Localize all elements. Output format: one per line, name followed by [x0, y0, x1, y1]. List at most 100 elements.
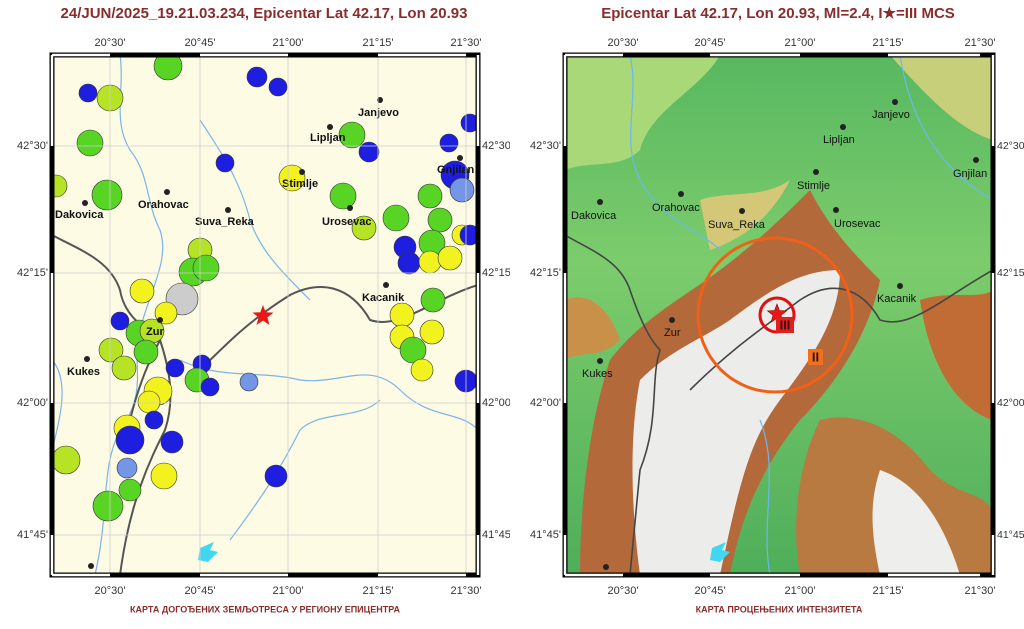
lon-label: 21°15' [363, 37, 394, 49]
river [629, 55, 993, 575]
terrain [565, 55, 720, 170]
earthquake [215, 153, 235, 173]
earthquake [278, 164, 306, 192]
earthquake [165, 358, 185, 378]
earthquake [200, 377, 220, 397]
map-title: Epicentar Lat 42.17, Lon 20.93, Ml=2.4, … [601, 5, 955, 22]
lon-label: 20°45' [695, 585, 726, 597]
city-dot [327, 124, 333, 130]
lake [710, 542, 730, 562]
city-dot [597, 358, 603, 364]
river [199, 119, 311, 301]
earthquake [418, 250, 442, 274]
city-dot [347, 205, 353, 211]
city-label: Kukes [582, 368, 613, 380]
city-label: Suva_Reka [195, 216, 255, 228]
earthquake [153, 55, 183, 81]
intensity-map [562, 52, 996, 578]
lat-label: 42°30' [17, 140, 48, 152]
lon-label: 21°00' [273, 37, 304, 49]
intensity-badge [808, 349, 823, 365]
city-label: Gnjilan [437, 164, 475, 176]
lat-label: 42°15' [482, 267, 513, 279]
lat-label: 42°30' [482, 140, 513, 152]
city-dot [897, 283, 903, 289]
city-label: Gnjilan [953, 168, 987, 180]
city-dot [383, 282, 389, 288]
earthquake [419, 319, 445, 345]
terrain [700, 180, 790, 250]
earthquake [92, 490, 124, 522]
earthquake [110, 311, 130, 331]
earthquake [116, 457, 138, 479]
city-label: Dakovica [571, 210, 617, 222]
city-label: Dakovica [55, 209, 104, 221]
lon-label: 20°30' [95, 37, 126, 49]
earthquake [91, 179, 123, 211]
earthquake [52, 174, 68, 198]
road [565, 234, 993, 575]
lon-label: 21°30' [451, 585, 482, 597]
terrain [565, 297, 620, 360]
city-dot [603, 564, 609, 570]
terrain [890, 55, 993, 140]
city-label: Suva_Reka [708, 219, 766, 231]
lon-label: 20°30' [608, 585, 639, 597]
city-label: Urosevac [322, 216, 372, 228]
earthquake [329, 182, 357, 210]
city-dot [225, 207, 231, 213]
city-dot [739, 208, 745, 214]
intensity-label: II [812, 349, 819, 364]
earthquake [160, 430, 184, 454]
earthquake [460, 113, 478, 133]
earthquake [150, 462, 178, 490]
lat-label: 42°00' [17, 397, 48, 409]
lon-label: 21°00' [273, 585, 304, 597]
earthquake [417, 183, 443, 209]
city-dot [157, 317, 163, 323]
lat-label: 42°00' [530, 397, 561, 409]
earthquake [389, 302, 415, 328]
earthquake [351, 215, 377, 241]
map-content: Janjevo Lipljan Gnjilan Stimlje Orahovac Dako… [52, 55, 478, 575]
intensity-isoline [696, 236, 854, 394]
map-caption: КАРТА ПРОЦЕЊЕНИХ ИНТЕНЗИТЕТА [696, 604, 863, 614]
lon-label: 20°45' [695, 37, 726, 49]
city-dot [82, 200, 88, 206]
lat-label: 41°45' [997, 529, 1024, 541]
earthquake [111, 355, 137, 381]
earthquake [410, 358, 434, 382]
city-label: Stimlje [797, 180, 830, 192]
earthquake [427, 207, 453, 233]
lat-label: 42°00' [997, 397, 1024, 409]
city-dot [840, 124, 846, 130]
earthquake [449, 177, 475, 203]
lat-label: 41°45' [530, 529, 561, 541]
city-dot [669, 317, 675, 323]
city-dot [833, 207, 839, 213]
city-dot [597, 199, 603, 205]
lon-label: 21°15' [363, 585, 394, 597]
lat-label: 41°45' [482, 529, 513, 541]
earthquake [115, 425, 145, 455]
earthquake [133, 339, 159, 365]
lon-label: 21°30' [451, 37, 482, 49]
river [229, 399, 381, 541]
earthquake [399, 336, 427, 364]
city-dot [299, 169, 305, 175]
earthquake [268, 77, 288, 97]
lon-label: 21°30' [965, 37, 996, 49]
city-dot [678, 191, 684, 197]
city-label: Lipljan [823, 134, 855, 146]
terrain [872, 470, 960, 575]
city-label: Lipljan [310, 132, 346, 144]
earthquake [129, 278, 155, 304]
city-dot [377, 97, 383, 103]
city-label: Zur [146, 326, 164, 338]
lon-label: 20°45' [185, 37, 216, 49]
earthquake [118, 478, 142, 502]
earthquake [144, 410, 164, 430]
river [179, 359, 478, 431]
map-title: 24/JUN/2025_19.21.03.234, Epicentar Lat … [61, 5, 468, 22]
